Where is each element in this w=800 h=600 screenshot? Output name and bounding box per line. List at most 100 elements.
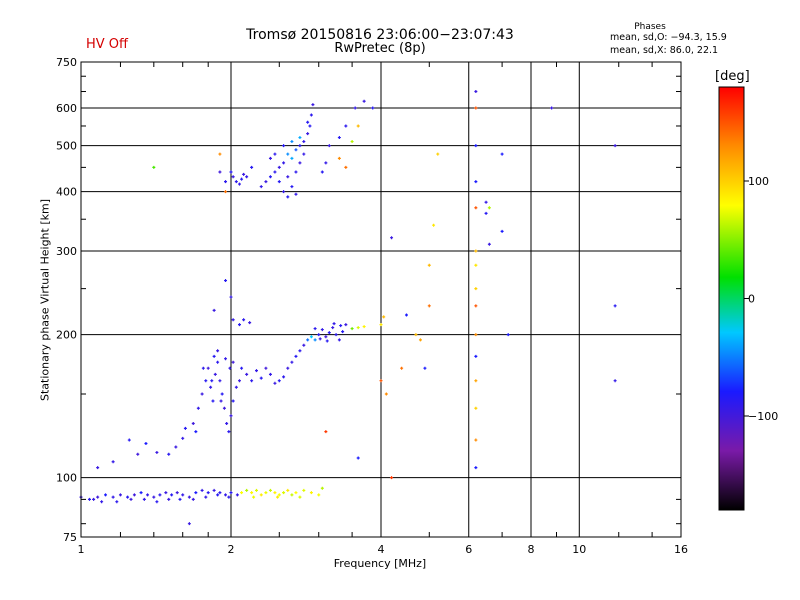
data-point (250, 165, 254, 169)
data-point (306, 338, 310, 342)
data-point (356, 124, 360, 128)
data-point (320, 486, 324, 490)
data-point (290, 493, 294, 497)
data-point (362, 99, 366, 103)
data-point (155, 450, 159, 454)
data-point (317, 493, 321, 497)
data-point (320, 328, 324, 332)
data-point (294, 148, 298, 152)
data-point (337, 136, 341, 140)
phases-box-title: Phases (634, 22, 666, 32)
data-point (187, 522, 191, 526)
data-point (248, 321, 252, 325)
data-point (204, 495, 208, 499)
data-point (194, 430, 198, 434)
data-point (181, 436, 185, 440)
data-point (506, 333, 510, 337)
data-point (282, 190, 286, 194)
data-point (142, 497, 146, 501)
y-tick-label: 100 (56, 472, 77, 485)
data-point (200, 392, 204, 396)
data-point (298, 495, 302, 499)
data-point (282, 491, 286, 495)
plot-frame (80, 61, 682, 538)
data-point (254, 369, 258, 373)
data-point (298, 144, 302, 148)
data-point (341, 330, 345, 334)
y-tick-label: 75 (63, 531, 77, 544)
data-point (224, 180, 228, 184)
data-point (371, 106, 375, 110)
data-point (218, 170, 222, 174)
data-point (152, 165, 156, 169)
x-tick-label: 10 (572, 543, 586, 556)
colorbar-ticks: 100 0 −100 (744, 175, 778, 423)
data-point (286, 366, 290, 370)
data-point (286, 488, 290, 492)
data-point (231, 175, 235, 179)
data-point (613, 304, 617, 308)
data-point (218, 491, 222, 495)
data-point (229, 295, 233, 299)
data-point (309, 491, 313, 495)
scatter-points (79, 90, 617, 526)
data-point (139, 491, 143, 495)
data-point (273, 152, 277, 156)
data-point (474, 438, 478, 442)
data-point (227, 430, 231, 434)
data-point (229, 414, 233, 418)
data-point (390, 236, 394, 240)
data-point (308, 124, 312, 128)
data-point (259, 185, 263, 189)
data-point (242, 318, 246, 322)
data-point (250, 379, 254, 383)
data-point (474, 466, 478, 470)
data-point (302, 343, 306, 347)
data-point (187, 495, 191, 499)
data-point (155, 500, 159, 504)
data-point (487, 242, 491, 246)
data-point (484, 200, 488, 204)
data-point (227, 495, 231, 499)
data-point (344, 323, 348, 327)
data-point (237, 323, 241, 327)
data-point (613, 379, 617, 383)
data-point (224, 279, 228, 283)
data-point (277, 379, 281, 383)
data-point (282, 161, 286, 165)
data-point (219, 399, 223, 403)
data-point (259, 376, 263, 380)
data-point (216, 360, 220, 364)
data-point (294, 170, 298, 174)
data-point (339, 324, 343, 328)
data-point (250, 491, 254, 495)
data-point (92, 497, 96, 501)
data-point (235, 493, 239, 497)
data-point (432, 223, 436, 227)
data-point (294, 354, 298, 358)
data-point (427, 263, 431, 267)
data-point (487, 206, 491, 210)
data-point (356, 326, 360, 330)
data-point (286, 152, 290, 156)
data-point (384, 392, 388, 396)
data-point (212, 488, 216, 492)
data-point (306, 132, 310, 136)
data-point (268, 175, 272, 179)
data-point (240, 491, 244, 495)
data-point (290, 156, 294, 160)
x-tick-label: 2 (228, 543, 235, 556)
y-tick-label: 750 (56, 56, 77, 69)
data-point (212, 308, 216, 312)
data-point (317, 333, 321, 337)
data-point (294, 192, 298, 196)
data-point (298, 349, 302, 353)
data-point (474, 304, 478, 308)
data-point (356, 456, 360, 460)
data-point (167, 452, 171, 456)
data-point (264, 491, 268, 495)
hv-status-label: HV Off (86, 37, 128, 52)
data-point (96, 466, 100, 470)
data-point (350, 140, 354, 144)
data-point (474, 287, 478, 291)
